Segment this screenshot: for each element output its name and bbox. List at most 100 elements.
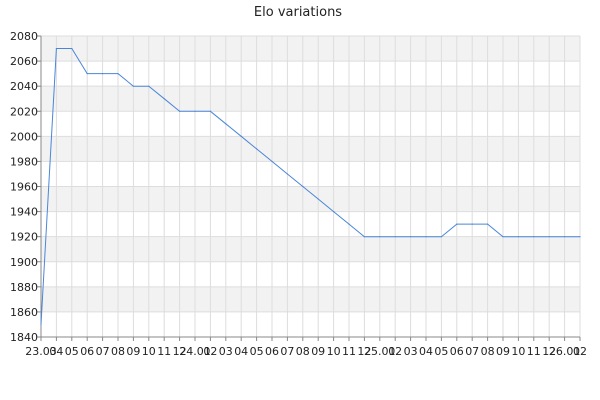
x-tick-label: 05 bbox=[250, 345, 264, 358]
x-tick-label: 09 bbox=[496, 345, 510, 358]
data-point bbox=[363, 236, 365, 238]
y-tick-label: 1840 bbox=[10, 331, 38, 344]
data-point bbox=[256, 148, 258, 150]
x-tick-label: 03 bbox=[219, 345, 233, 358]
data-point bbox=[548, 236, 550, 238]
x-tick-label: 11 bbox=[527, 345, 541, 358]
data-point bbox=[564, 236, 566, 238]
x-tick-label: 11 bbox=[342, 345, 356, 358]
background-bands bbox=[41, 36, 580, 312]
x-tick-label: 08 bbox=[296, 345, 310, 358]
grid-band bbox=[41, 236, 580, 262]
x-tick-label: 24.01 bbox=[179, 345, 211, 358]
data-point bbox=[502, 236, 504, 238]
x-tick-label: 12 bbox=[357, 345, 371, 358]
x-tick-label: 03 bbox=[404, 345, 418, 358]
grid-band bbox=[41, 186, 580, 212]
data-point bbox=[487, 223, 489, 225]
data-point bbox=[379, 236, 381, 238]
data-point bbox=[348, 223, 350, 225]
x-tick-label: 09 bbox=[126, 345, 140, 358]
y-tick-label: 2080 bbox=[10, 30, 38, 43]
y-tick-label: 1960 bbox=[10, 181, 38, 194]
x-tick-label: 12 bbox=[173, 345, 187, 358]
x-tick-label: 10 bbox=[511, 345, 525, 358]
data-point bbox=[533, 236, 535, 238]
data-point bbox=[456, 223, 458, 225]
grid-lines bbox=[40, 35, 581, 338]
x-tick-label: 06 bbox=[80, 345, 94, 358]
grid-band bbox=[41, 86, 580, 112]
data-point bbox=[86, 73, 88, 75]
y-tick-label: 1980 bbox=[10, 155, 38, 168]
y-tick-label: 1920 bbox=[10, 231, 38, 244]
data-point bbox=[471, 223, 473, 225]
data-point bbox=[209, 110, 211, 112]
data-point bbox=[117, 73, 119, 75]
y-tick-label: 1940 bbox=[10, 206, 38, 219]
x-tick-label: 26.01 bbox=[549, 345, 581, 358]
grid-band bbox=[41, 36, 580, 62]
data-point bbox=[55, 47, 58, 50]
x-tick-label: 10 bbox=[327, 345, 341, 358]
x-tick-label: 04 bbox=[234, 345, 248, 358]
data-point bbox=[317, 198, 319, 200]
data-point bbox=[302, 185, 304, 188]
data-point bbox=[286, 173, 288, 175]
x-tick-label: 12 bbox=[542, 345, 556, 358]
data-point bbox=[194, 110, 196, 112]
x-tick-label: 09 bbox=[311, 345, 325, 358]
grid-band bbox=[41, 286, 580, 312]
y-tick-label: 2000 bbox=[10, 130, 38, 143]
x-tick-label: 02 bbox=[203, 345, 217, 358]
y-tick-labels: 1840 1860 1880 1900 1920 1940 1960 1980 2000 2020… bbox=[10, 30, 38, 344]
data-point bbox=[225, 123, 227, 125]
x-tick-label: 07 bbox=[465, 345, 479, 358]
x-tick-label: 11 bbox=[157, 345, 171, 358]
y-tick-label: 1900 bbox=[10, 256, 38, 269]
x-tick-label: 05 bbox=[65, 345, 79, 358]
chart-title: Elo variations bbox=[254, 5, 342, 20]
x-tick-label: 25.01 bbox=[364, 345, 396, 358]
x-tick-label: 08 bbox=[111, 345, 125, 358]
x-tick-label: 06 bbox=[450, 345, 464, 358]
data-point bbox=[163, 98, 165, 100]
data-point bbox=[394, 236, 396, 238]
data-point bbox=[410, 236, 412, 238]
data-point bbox=[179, 110, 181, 112]
x-tick-label: 07 bbox=[280, 345, 294, 358]
y-tick-label: 1880 bbox=[10, 281, 38, 294]
series-layer bbox=[40, 47, 581, 326]
data-point bbox=[71, 47, 73, 50]
grid-band bbox=[41, 136, 580, 162]
y-tick-label: 2020 bbox=[10, 105, 38, 118]
data-point bbox=[240, 135, 242, 137]
x-tick-label: 07 bbox=[96, 345, 110, 358]
x-tick-label: 10 bbox=[142, 345, 156, 358]
data-point bbox=[579, 236, 581, 238]
y-tick-label: 1860 bbox=[10, 306, 38, 319]
data-point bbox=[440, 236, 442, 238]
data-point bbox=[148, 85, 150, 87]
data-point bbox=[40, 323, 42, 326]
x-tick-label: 04 bbox=[49, 345, 63, 358]
x-tick-label: 08 bbox=[481, 345, 495, 358]
data-point bbox=[271, 160, 273, 163]
x-tick-label: 23.03 bbox=[25, 345, 57, 358]
data-point bbox=[517, 236, 520, 238]
data-point bbox=[102, 73, 104, 75]
data-point bbox=[333, 210, 335, 213]
x-tick-label: 05 bbox=[434, 345, 448, 358]
data-point bbox=[425, 236, 427, 238]
x-tick-label: 02 bbox=[388, 345, 402, 358]
x-tick-label: 06 bbox=[265, 345, 279, 358]
x-tick-label: 02 bbox=[573, 345, 587, 358]
data-point bbox=[132, 85, 134, 87]
y-tick-label: 2060 bbox=[10, 55, 38, 68]
y-tick-label: 2040 bbox=[10, 80, 38, 93]
axes bbox=[37, 35, 581, 341]
series-line bbox=[40, 48, 580, 325]
x-tick-label: 04 bbox=[419, 345, 433, 358]
